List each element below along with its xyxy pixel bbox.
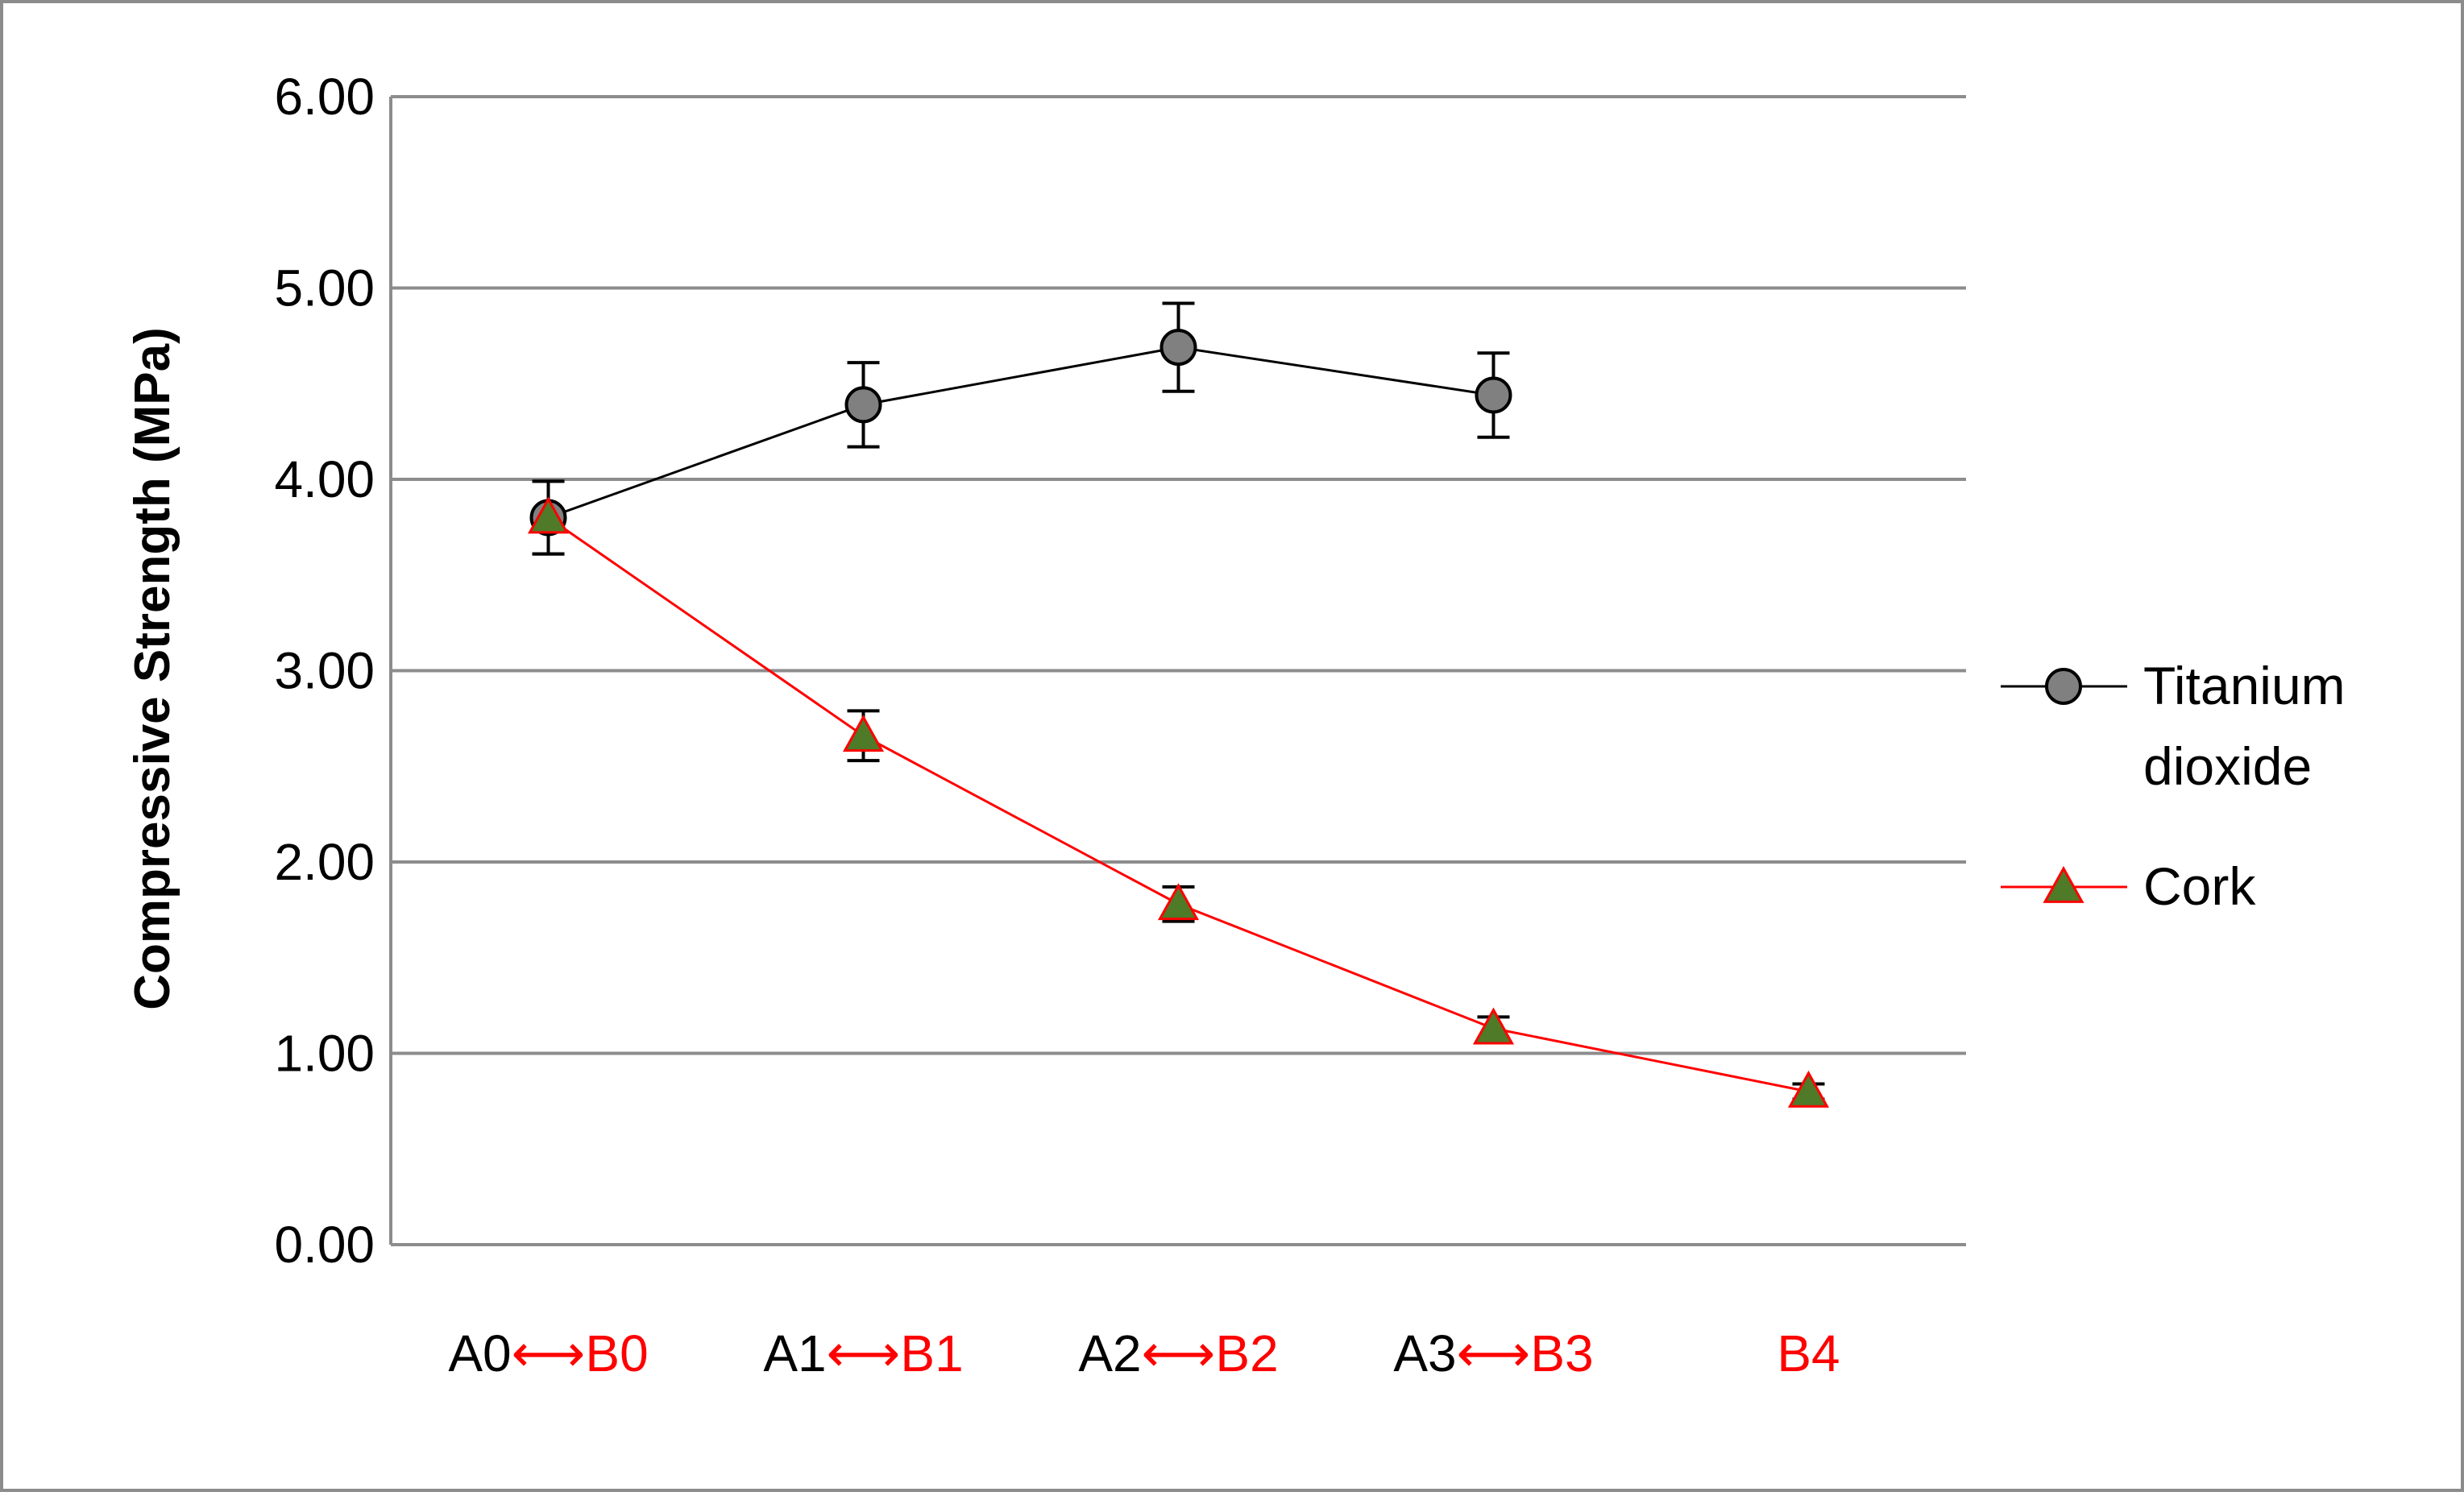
y-tick-label: 1.00 [274,1025,375,1083]
data-point [1787,1070,1830,1108]
series-layer [527,301,1830,1108]
legend-marker [2043,865,2084,903]
data-point [1159,329,1197,367]
data-point [842,715,885,752]
data-point [527,496,570,534]
legend-label-line: dioxide [2143,736,2312,796]
y-tick-label: 2.00 [274,833,375,891]
x-tick-label-b: B3 [1530,1324,1593,1382]
legend-label: Cork [2143,856,2256,916]
y-tick-label: 6.00 [274,68,375,126]
y-tick-label: 0.00 [274,1216,375,1274]
series-1 [527,479,1830,1108]
x-tick-label-b: B0 [585,1324,648,1382]
legend-marker [2045,668,2082,705]
legend-label-line: Titanium [2143,656,2346,715]
series-line [547,346,1494,519]
x-tick-label-arrow: ⟷ [1457,1324,1531,1382]
y-tick-label: 3.00 [274,642,375,700]
y-axis-ticks: 0.00 1.00 2.00 3.00 4.00 5.00 6.00 [274,68,375,1274]
legend: Titanium dioxide Cork [2001,656,2346,916]
x-tick-label: A2⟷B2 [1078,1324,1278,1382]
x-tick-label: B4 [1777,1324,1840,1382]
legend-label: Titanium dioxide [2143,656,2346,796]
x-tick-label: A0⟷B0 [448,1324,648,1382]
data-point [1157,883,1200,921]
data-point [1475,376,1512,414]
x-tick-label-arrow: ⟷ [1142,1324,1216,1382]
x-tick-label-arrow: ⟷ [827,1324,901,1382]
y-tick-label: 4.00 [274,450,375,508]
x-tick-label-arrow: ⟷ [512,1324,586,1382]
x-tick-label-a: A0 [448,1324,511,1382]
x-axis-ticks: A0⟷B0 A1⟷B1 A2⟷B2 A3⟷B3 B4 [448,1324,1840,1382]
data-point [844,386,882,424]
legend-label-line: Cork [2143,856,2256,916]
x-tick-label-b: B2 [1215,1324,1278,1382]
x-tick-label: A1⟷B1 [763,1324,963,1382]
data-point [1472,1007,1515,1045]
y-tick-label: 5.00 [274,259,375,317]
x-tick-label: A3⟷B3 [1393,1324,1593,1382]
x-tick-label-a: A1 [763,1324,826,1382]
y-axis-title: Compressive Strength (MPa) [125,327,180,1010]
x-tick-label-a: A3 [1393,1324,1456,1382]
x-tick-label-b: B1 [900,1324,963,1382]
x-tick-label-a: A2 [1078,1324,1141,1382]
x-tick-label-b: B4 [1777,1324,1840,1382]
